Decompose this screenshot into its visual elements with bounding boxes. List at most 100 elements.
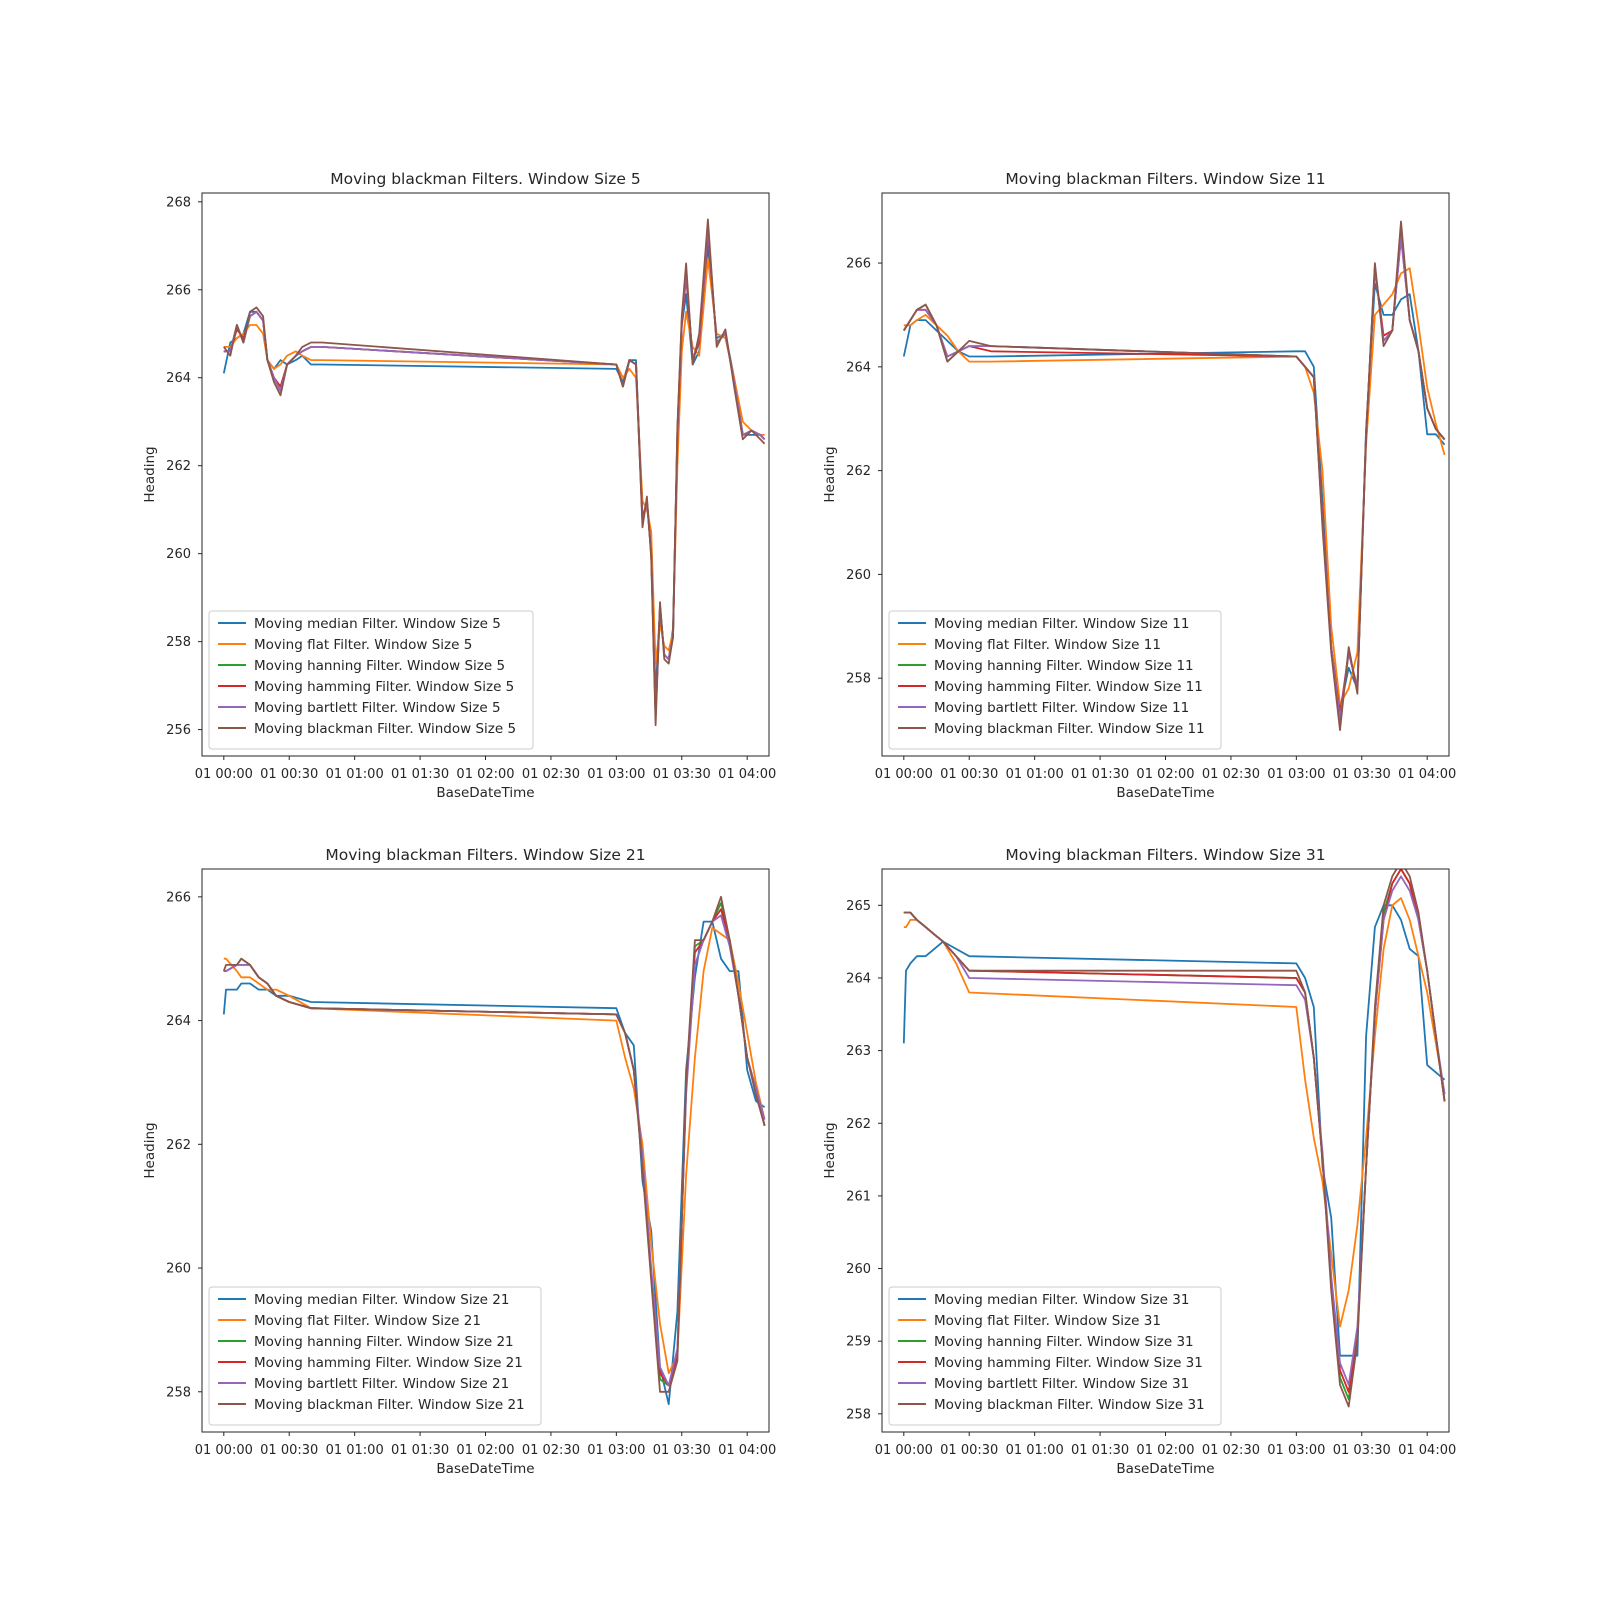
- x-tick-label: 01 03:30: [653, 767, 711, 782]
- y-tick-label: 262: [846, 1117, 871, 1132]
- y-tick-label: 261: [846, 1189, 871, 1204]
- x-axis-label: BaseDateTime: [1116, 1461, 1214, 1477]
- legend-entry: Moving bartlett Filter. Window Size 5: [254, 700, 501, 716]
- legend-entry: Moving bartlett Filter. Window Size 21: [254, 1376, 509, 1392]
- legend-box: [208, 1286, 542, 1426]
- legend-entry: Moving bartlett Filter. Window Size 31: [934, 1376, 1189, 1392]
- x-tick-label: 01 00:00: [195, 767, 253, 782]
- legend-entry: Moving flat Filter. Window Size 21: [254, 1313, 481, 1329]
- y-tick-label: 265: [846, 899, 871, 914]
- x-tick-label: 01 01:00: [326, 1443, 384, 1458]
- legend: Moving median Filter. Window Size 5 Movin…: [208, 610, 534, 750]
- legend-entry: Moving hamming Filter. Window Size 11: [934, 679, 1203, 695]
- y-tick-label: 260: [846, 568, 871, 583]
- x-tick-label: 01 01:00: [1006, 767, 1064, 782]
- series-line-1: [902, 904, 1446, 1357]
- y-tick-label: 258: [846, 1407, 871, 1422]
- x-tick-label: 01 01:00: [1006, 1443, 1064, 1458]
- series-lines: [902, 869, 1446, 1408]
- y-tick-label: 262: [846, 464, 871, 479]
- legend-box: [888, 1286, 1222, 1426]
- legend-entry: Moving flat Filter. Window Size 31: [934, 1313, 1161, 1329]
- x-tick-label: 01 00:30: [260, 767, 318, 782]
- series-line-6: [222, 895, 766, 1393]
- legend-entry: Moving median Filter. Window Size 31: [934, 1292, 1189, 1308]
- y-axis-label: Heading: [142, 446, 158, 502]
- x-tick-label: 01 00:00: [875, 767, 933, 782]
- legend-entry: Moving hanning Filter. Window Size 21: [254, 1334, 514, 1350]
- legend-entry: Moving flat Filter. Window Size 5: [254, 637, 472, 653]
- y-tick-label: 264: [846, 360, 871, 375]
- y-tick-label: 264: [166, 371, 191, 386]
- legend-entry: Moving hamming Filter. Window Size 21: [254, 1355, 523, 1371]
- legend-entry: Moving hanning Filter. Window Size 31: [934, 1334, 1194, 1350]
- x-tick-label: 01 00:30: [260, 1443, 318, 1458]
- x-tick-label: 01 04:00: [1398, 1443, 1456, 1458]
- x-axis-label: BaseDateTime: [436, 785, 534, 801]
- x-tick-label: 01 02:30: [1202, 1443, 1260, 1458]
- chart-title: Moving blackman Filters. Window Size 5: [330, 170, 640, 188]
- x-tick-label: 01 03:00: [587, 1443, 645, 1458]
- series-line-2: [223, 258, 765, 665]
- x-tick-label: 01 01:00: [326, 767, 384, 782]
- legend-entry: Moving median Filter. Window Size 11: [934, 616, 1189, 632]
- x-tick-label: 01 03:00: [1267, 767, 1325, 782]
- x-tick-label: 01 04:00: [718, 1443, 776, 1458]
- y-tick-label: 264: [846, 971, 871, 986]
- chart-title: Moving blackman Filters. Window Size 11: [1005, 170, 1325, 188]
- series-line-6: [223, 218, 766, 727]
- x-tick-label: 01 03:00: [587, 767, 645, 782]
- series-lines: [902, 220, 1446, 731]
- y-axis-label: Heading: [142, 1122, 158, 1178]
- legend: Moving median Filter. Window Size 21 Movi…: [208, 1286, 542, 1426]
- legend-box: [208, 610, 534, 750]
- x-tick-label: 01 01:30: [1071, 767, 1129, 782]
- y-tick-label: 259: [846, 1335, 871, 1350]
- legend-entry: Moving hanning Filter. Window Size 5: [254, 658, 505, 674]
- x-axis-label: BaseDateTime: [1116, 785, 1214, 801]
- x-tick-label: 01 00:30: [940, 767, 998, 782]
- y-tick-label: 262: [166, 1138, 191, 1153]
- x-tick-label: 01 02:30: [522, 767, 580, 782]
- y-tick-label: 258: [166, 635, 191, 650]
- legend-entry: Moving bartlett Filter. Window Size 11: [934, 700, 1189, 716]
- x-tick-label: 01 01:30: [391, 1443, 449, 1458]
- chart-title: Moving blackman Filters. Window Size 31: [1005, 846, 1325, 864]
- chart-panel-1: Moving blackman Filters. Window Size 5 25…: [142, 170, 776, 801]
- y-tick-label: 260: [166, 547, 191, 562]
- legend-entry: Moving blackman Filter. Window Size 11: [934, 721, 1205, 737]
- y-tick-label: 258: [846, 672, 871, 687]
- legend-entry: Moving flat Filter. Window Size 11: [934, 637, 1161, 653]
- y-tick-label: 266: [166, 283, 191, 298]
- x-tick-label: 01 04:00: [718, 767, 776, 782]
- series-lines: [222, 218, 766, 727]
- legend-entry: Moving blackman Filter. Window Size 31: [934, 1397, 1205, 1413]
- y-tick-label: 260: [166, 1262, 191, 1277]
- series-line-2: [223, 926, 766, 1375]
- x-tick-label: 01 02:00: [456, 767, 514, 782]
- legend-entry: Moving blackman Filter. Window Size 21: [254, 1397, 525, 1413]
- y-tick-label: 260: [846, 1262, 871, 1277]
- series-line-6: [903, 220, 1446, 731]
- x-tick-label: 01 02:00: [1136, 1443, 1194, 1458]
- x-tick-label: 01 03:30: [1333, 1443, 1391, 1458]
- y-tick-label: 266: [166, 890, 191, 905]
- series-line-2: [903, 267, 1446, 705]
- y-tick-label: 256: [166, 723, 191, 738]
- series-line-6: [903, 869, 1446, 1408]
- legend: Moving median Filter. Window Size 11 Movi…: [888, 610, 1222, 750]
- x-tick-label: 01 02:00: [1136, 767, 1194, 782]
- x-tick-label: 01 02:00: [456, 1443, 514, 1458]
- chart-title: Moving blackman Filters. Window Size 21: [325, 846, 645, 864]
- series-lines: [222, 895, 766, 1406]
- x-tick-label: 01 03:30: [653, 1443, 711, 1458]
- x-tick-label: 01 02:30: [1202, 767, 1260, 782]
- legend-entry: Moving hanning Filter. Window Size 11: [934, 658, 1194, 674]
- legend-box: [888, 610, 1222, 750]
- legend: Moving median Filter. Window Size 31 Movi…: [888, 1286, 1222, 1426]
- x-tick-label: 01 01:30: [1071, 1443, 1129, 1458]
- chart-panel-2: Moving blackman Filters. Window Size 11 2…: [822, 170, 1456, 801]
- x-tick-label: 01 03:30: [1333, 767, 1391, 782]
- x-tick-label: 01 03:00: [1267, 1443, 1325, 1458]
- legend-entry: Moving blackman Filter. Window Size 5: [254, 721, 516, 737]
